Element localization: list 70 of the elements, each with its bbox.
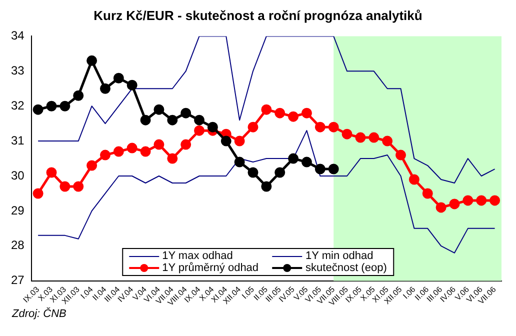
point: [355, 132, 366, 143]
point: [490, 195, 500, 206]
y-tick-label: 34: [10, 28, 25, 43]
y-tick-label: 32: [10, 98, 25, 112]
point: [274, 108, 286, 118]
y-tick-label: 29: [10, 203, 25, 218]
point: [220, 136, 232, 146]
point: [234, 156, 245, 168]
point: [126, 142, 138, 154]
point: [32, 188, 44, 199]
point: [382, 136, 393, 146]
point: [234, 136, 245, 146]
point: [462, 195, 474, 206]
point: [314, 164, 326, 174]
point: [140, 146, 151, 157]
point: [126, 80, 138, 90]
y-tick-label: 27: [10, 273, 25, 288]
point: [86, 55, 98, 66]
point: [46, 100, 57, 112]
point: [100, 150, 110, 160]
y-tick-label: 28: [10, 238, 25, 252]
chart-title: Kurz Kč/EUR - skutečnost a roční prognóza analytiků: [92, 8, 424, 25]
point: [167, 114, 178, 126]
point: [32, 104, 44, 115]
point: [342, 128, 352, 140]
point: [368, 132, 380, 143]
point: [248, 167, 258, 178]
point: [113, 72, 124, 84]
legend-label: 1Y min odhad: [306, 250, 374, 262]
y-tick-label: 30: [10, 168, 25, 182]
point: [180, 139, 192, 150]
y-tick-label: 33: [10, 63, 25, 78]
point: [113, 146, 124, 157]
point: [248, 122, 258, 132]
point: [314, 122, 326, 132]
point: [100, 83, 110, 94]
point: [436, 202, 446, 213]
point: [301, 108, 312, 118]
point: [288, 111, 299, 122]
point: [207, 122, 218, 132]
point: [328, 122, 339, 132]
point: [288, 153, 299, 164]
y-tick-label: 31: [10, 133, 25, 148]
point: [422, 188, 433, 199]
point: [154, 139, 164, 150]
point: [46, 167, 57, 178]
point: [60, 100, 70, 112]
point: [274, 167, 286, 178]
point: [86, 160, 98, 171]
legend-label: 1Y max odhad: [162, 250, 233, 262]
text: Zdroj: ČNB: [12, 308, 66, 320]
point: [261, 104, 272, 115]
legend-label: skutečnost (eop): [306, 262, 387, 274]
point: [194, 114, 205, 126]
point: [180, 108, 192, 118]
point: [154, 104, 164, 115]
point: [408, 174, 420, 185]
point: [328, 164, 339, 174]
point: [73, 90, 84, 101]
legend-label: 1Y průměrný odhad: [162, 262, 259, 274]
point: [167, 153, 178, 164]
point: [261, 181, 272, 192]
point: [396, 150, 406, 160]
point: [476, 195, 487, 206]
point: [73, 181, 84, 192]
point: [194, 125, 205, 136]
point: [449, 198, 460, 210]
point: [60, 181, 70, 192]
point: [140, 114, 151, 126]
point: [301, 156, 312, 168]
